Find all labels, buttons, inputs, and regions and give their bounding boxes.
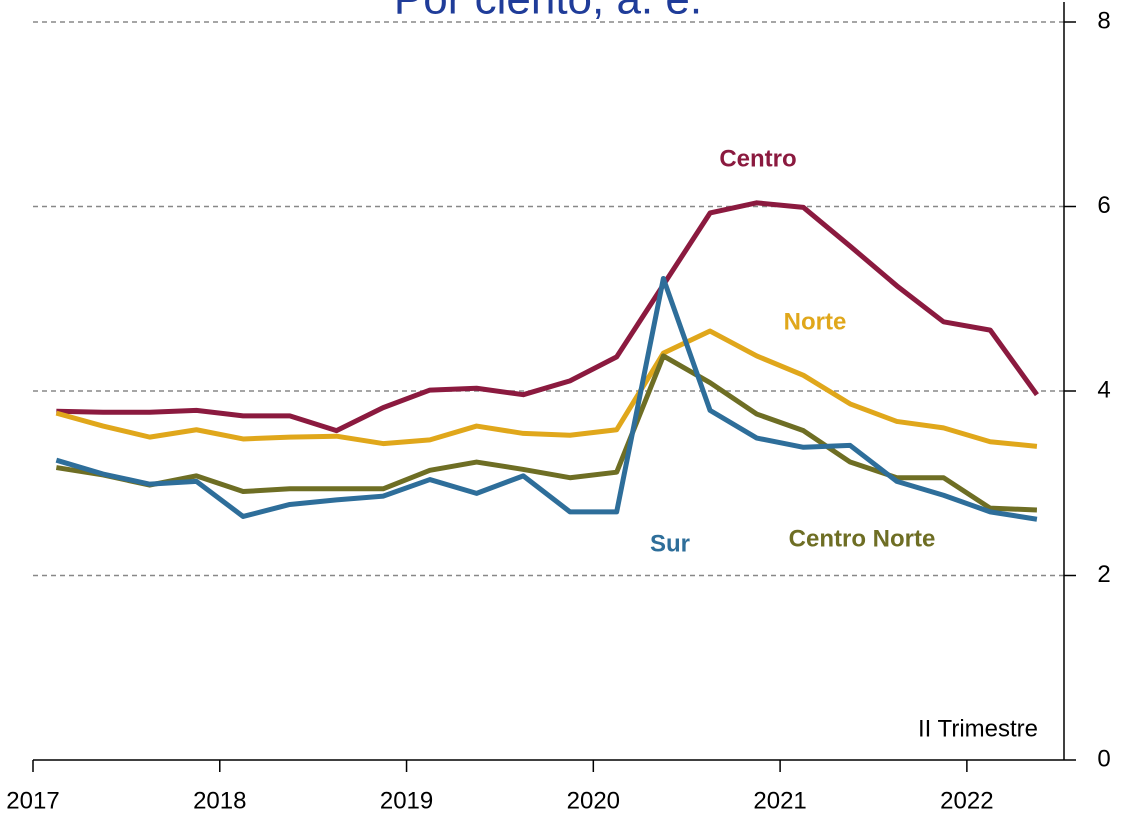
series-label: Centro Norte [789, 525, 936, 552]
series-line [56, 200, 1039, 434]
x-tick-label: 2020 [567, 787, 620, 814]
y-tick-label: 6 [1097, 192, 1110, 219]
series-label: Sur [650, 530, 690, 557]
y-tick-label: 4 [1097, 376, 1110, 403]
x-tick-label: 2021 [753, 787, 806, 814]
series-label: Norte [784, 308, 847, 335]
x-tick-label: 2017 [6, 787, 59, 814]
series-line [55, 275, 1038, 522]
y-tick-label: 0 [1097, 745, 1110, 772]
series-line [55, 353, 1038, 513]
y-tick-label: 2 [1097, 561, 1110, 588]
y-tick-label: 8 [1097, 7, 1110, 34]
x-tick-label: 2018 [193, 787, 246, 814]
series-line [55, 328, 1038, 449]
x-tick-label: 2022 [940, 787, 993, 814]
series-label: Centro [719, 145, 796, 172]
chart-title: Por ciento, a. e. [394, 0, 702, 24]
x-tick-label: 2019 [380, 787, 433, 814]
annotation: II Trimestre [918, 715, 1038, 742]
